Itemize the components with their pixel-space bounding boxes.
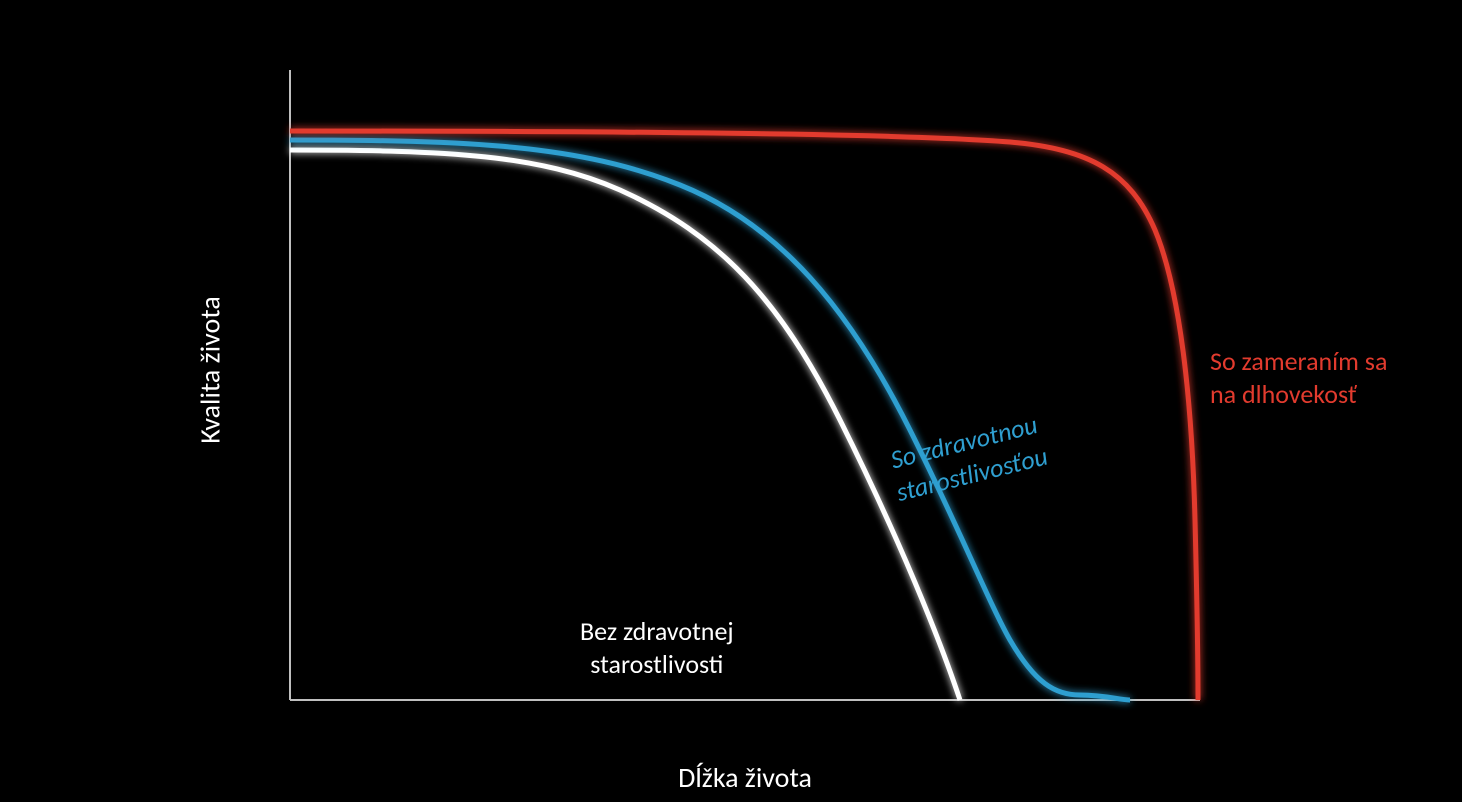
y-axis-label: Kvalita života <box>193 296 228 444</box>
x-axis-label: Dĺžka života <box>678 760 812 795</box>
series-white-label: Bez zdravotnej starostlivosti <box>580 615 734 680</box>
series-red-label: So zameraním sa na dlhovekosť <box>1210 345 1387 410</box>
chart-container: Kvalita života Dĺžka života Bez zdravotn… <box>0 0 1462 802</box>
